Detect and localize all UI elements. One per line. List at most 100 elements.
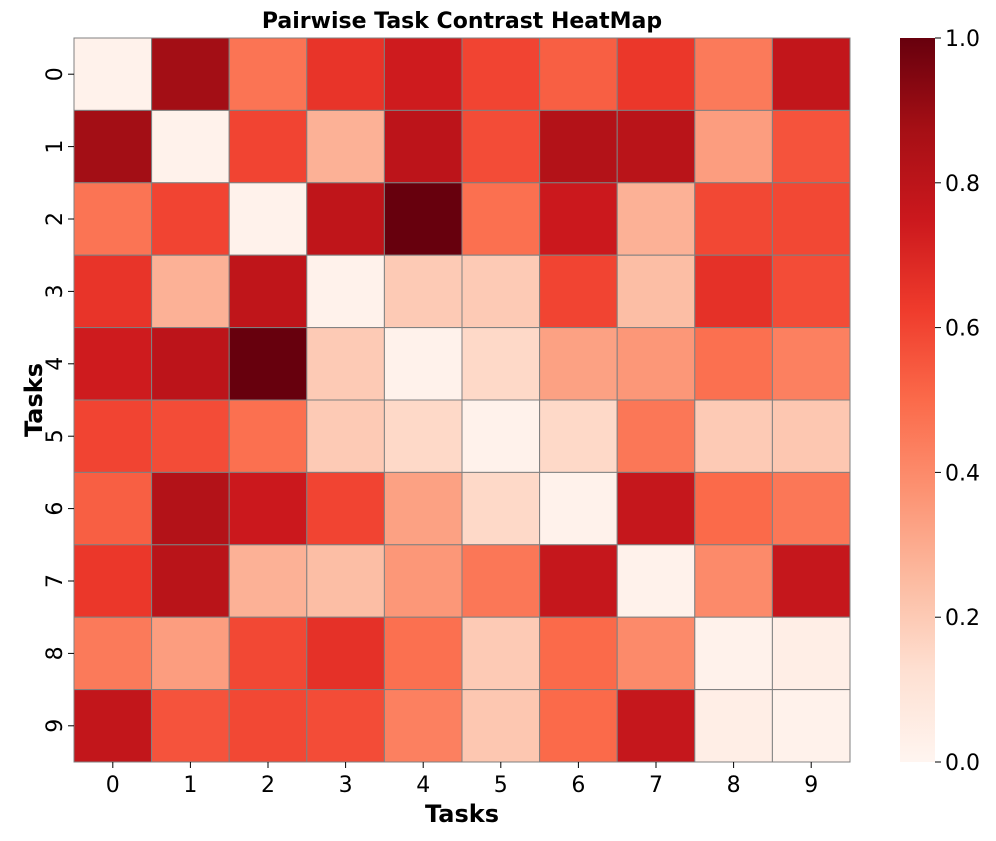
heatmap-cell-7-1 xyxy=(151,544,230,618)
heatmap-cell-8-0 xyxy=(73,616,153,691)
heatmap-cell-6-6 xyxy=(539,471,618,546)
heatmap-cell-1-4 xyxy=(383,109,463,184)
heatmap-cell-4-2 xyxy=(228,327,308,401)
heatmap-cell-6-0 xyxy=(73,471,153,546)
x-tick-label: 0 xyxy=(106,773,120,798)
heatmap-cell-1-9 xyxy=(771,109,851,184)
heatmap-cell-2-3 xyxy=(306,182,385,256)
colorbar xyxy=(900,38,935,762)
heatmap-cell-4-1 xyxy=(151,327,230,401)
colorbar-tick-label: 0.8 xyxy=(945,172,980,197)
y-tick-label: 2 xyxy=(43,212,68,226)
x-tick-label: 4 xyxy=(416,773,430,798)
y-tick-label: 7 xyxy=(43,574,68,588)
heatmap-cell-5-1 xyxy=(151,399,230,473)
heatmap-cell-0-7 xyxy=(616,37,696,111)
heatmap-cell-1-2 xyxy=(228,109,308,184)
heatmap-cell-8-5 xyxy=(461,616,541,691)
heatmap-cell-2-7 xyxy=(616,182,696,256)
heatmap-cell-9-6 xyxy=(539,689,618,763)
heatmap-cell-0-2 xyxy=(228,37,308,111)
heatmap-cell-5-0 xyxy=(73,399,153,473)
heatmap-cell-4-0 xyxy=(73,327,153,401)
heatmap-cell-5-5 xyxy=(461,399,541,473)
heatmap-cell-2-8 xyxy=(694,182,773,256)
heatmap-cell-6-3 xyxy=(306,471,385,546)
heatmap-cell-9-9 xyxy=(771,689,851,763)
heatmap-cell-0-6 xyxy=(539,37,618,111)
heatmap-cell-4-8 xyxy=(694,327,773,401)
heatmap-cell-3-7 xyxy=(616,254,696,329)
heatmap-cell-0-5 xyxy=(461,37,541,111)
heatmap-cell-8-3 xyxy=(306,616,385,691)
heatmap-cell-9-7 xyxy=(616,689,696,763)
heatmap-cell-7-6 xyxy=(539,544,618,618)
heatmap-cell-1-7 xyxy=(616,109,696,184)
heatmap-cell-1-3 xyxy=(306,109,385,184)
heatmap-cell-7-9 xyxy=(771,544,851,618)
heatmap-cell-4-7 xyxy=(616,327,696,401)
heatmap-cell-3-5 xyxy=(461,254,541,329)
y-tick-label: 1 xyxy=(43,140,68,154)
heatmap-cell-0-0 xyxy=(73,37,153,111)
heatmap-cell-5-4 xyxy=(383,399,463,473)
heatmap-cell-9-0 xyxy=(73,689,153,763)
x-tick-label: 8 xyxy=(727,773,741,798)
heatmap-cell-2-6 xyxy=(539,182,618,256)
y-tick-label: 8 xyxy=(43,646,68,660)
heatmap-cell-4-6 xyxy=(539,327,618,401)
heatmap-cell-8-8 xyxy=(694,616,773,691)
heatmap-cell-6-4 xyxy=(383,471,463,546)
heatmap-cell-6-1 xyxy=(151,471,230,546)
heatmap-cell-0-4 xyxy=(383,37,463,111)
chart-title: Pairwise Task Contrast HeatMap xyxy=(262,9,662,34)
heatmap-cell-7-7 xyxy=(616,544,696,618)
heatmap-cell-9-1 xyxy=(151,689,230,763)
heatmap-cell-9-8 xyxy=(694,689,773,763)
heatmap-cell-0-9 xyxy=(771,37,851,111)
heatmap-cell-2-1 xyxy=(151,182,230,256)
heatmap-cell-6-5 xyxy=(461,471,541,546)
heatmap-cell-7-0 xyxy=(73,544,153,618)
heatmap-cell-8-6 xyxy=(539,616,618,691)
heatmap-cell-3-0 xyxy=(73,254,153,329)
heatmap-cell-2-4 xyxy=(383,182,463,256)
heatmap-cell-1-5 xyxy=(461,109,541,184)
y-axis-ticks: 0 1 2 3 4 5 6 7 8 9 xyxy=(43,67,74,733)
colorbar-tick-label: 0.0 xyxy=(945,751,980,776)
y-axis-label: Tasks xyxy=(20,363,48,437)
heatmap-cell-1-8 xyxy=(694,109,773,184)
heatmap-cell-3-6 xyxy=(539,254,618,329)
heatmap-cell-9-5 xyxy=(461,689,541,763)
heatmap-cell-4-5 xyxy=(461,327,541,401)
heatmap-cell-0-1 xyxy=(151,37,230,111)
y-tick-label: 9 xyxy=(43,719,68,733)
heatmap-cell-4-3 xyxy=(306,327,385,401)
heatmap-cell-0-8 xyxy=(694,37,773,111)
heatmap-cell-0-3 xyxy=(306,37,385,111)
heatmap-cell-9-4 xyxy=(383,689,463,763)
x-tick-label: 3 xyxy=(339,773,353,798)
heatmap-cell-5-2 xyxy=(228,399,308,473)
x-axis-label: Tasks xyxy=(425,800,499,828)
x-tick-label: 9 xyxy=(804,773,818,798)
heatmap-cell-7-2 xyxy=(228,544,308,618)
x-tick-label: 5 xyxy=(494,773,508,798)
colorbar-tick-label: 0.2 xyxy=(945,606,980,631)
heatmap-cell-2-9 xyxy=(771,182,851,256)
heatmap-cell-3-4 xyxy=(383,254,463,329)
heatmap-cell-7-4 xyxy=(383,544,463,618)
y-tick-label: 4 xyxy=(43,357,68,371)
heatmap-cell-2-5 xyxy=(461,182,541,256)
heatmap-cell-5-3 xyxy=(306,399,385,473)
heatmap-cell-5-9 xyxy=(771,399,851,473)
y-tick-label: 6 xyxy=(43,502,68,516)
y-tick-label: 0 xyxy=(43,67,68,81)
heatmap-cell-6-2 xyxy=(228,471,308,546)
heatmap-cell-8-2 xyxy=(228,616,308,691)
x-tick-label: 2 xyxy=(261,773,275,798)
heatmap-cell-4-4 xyxy=(383,327,463,401)
heatmap-cell-6-8 xyxy=(694,471,773,546)
